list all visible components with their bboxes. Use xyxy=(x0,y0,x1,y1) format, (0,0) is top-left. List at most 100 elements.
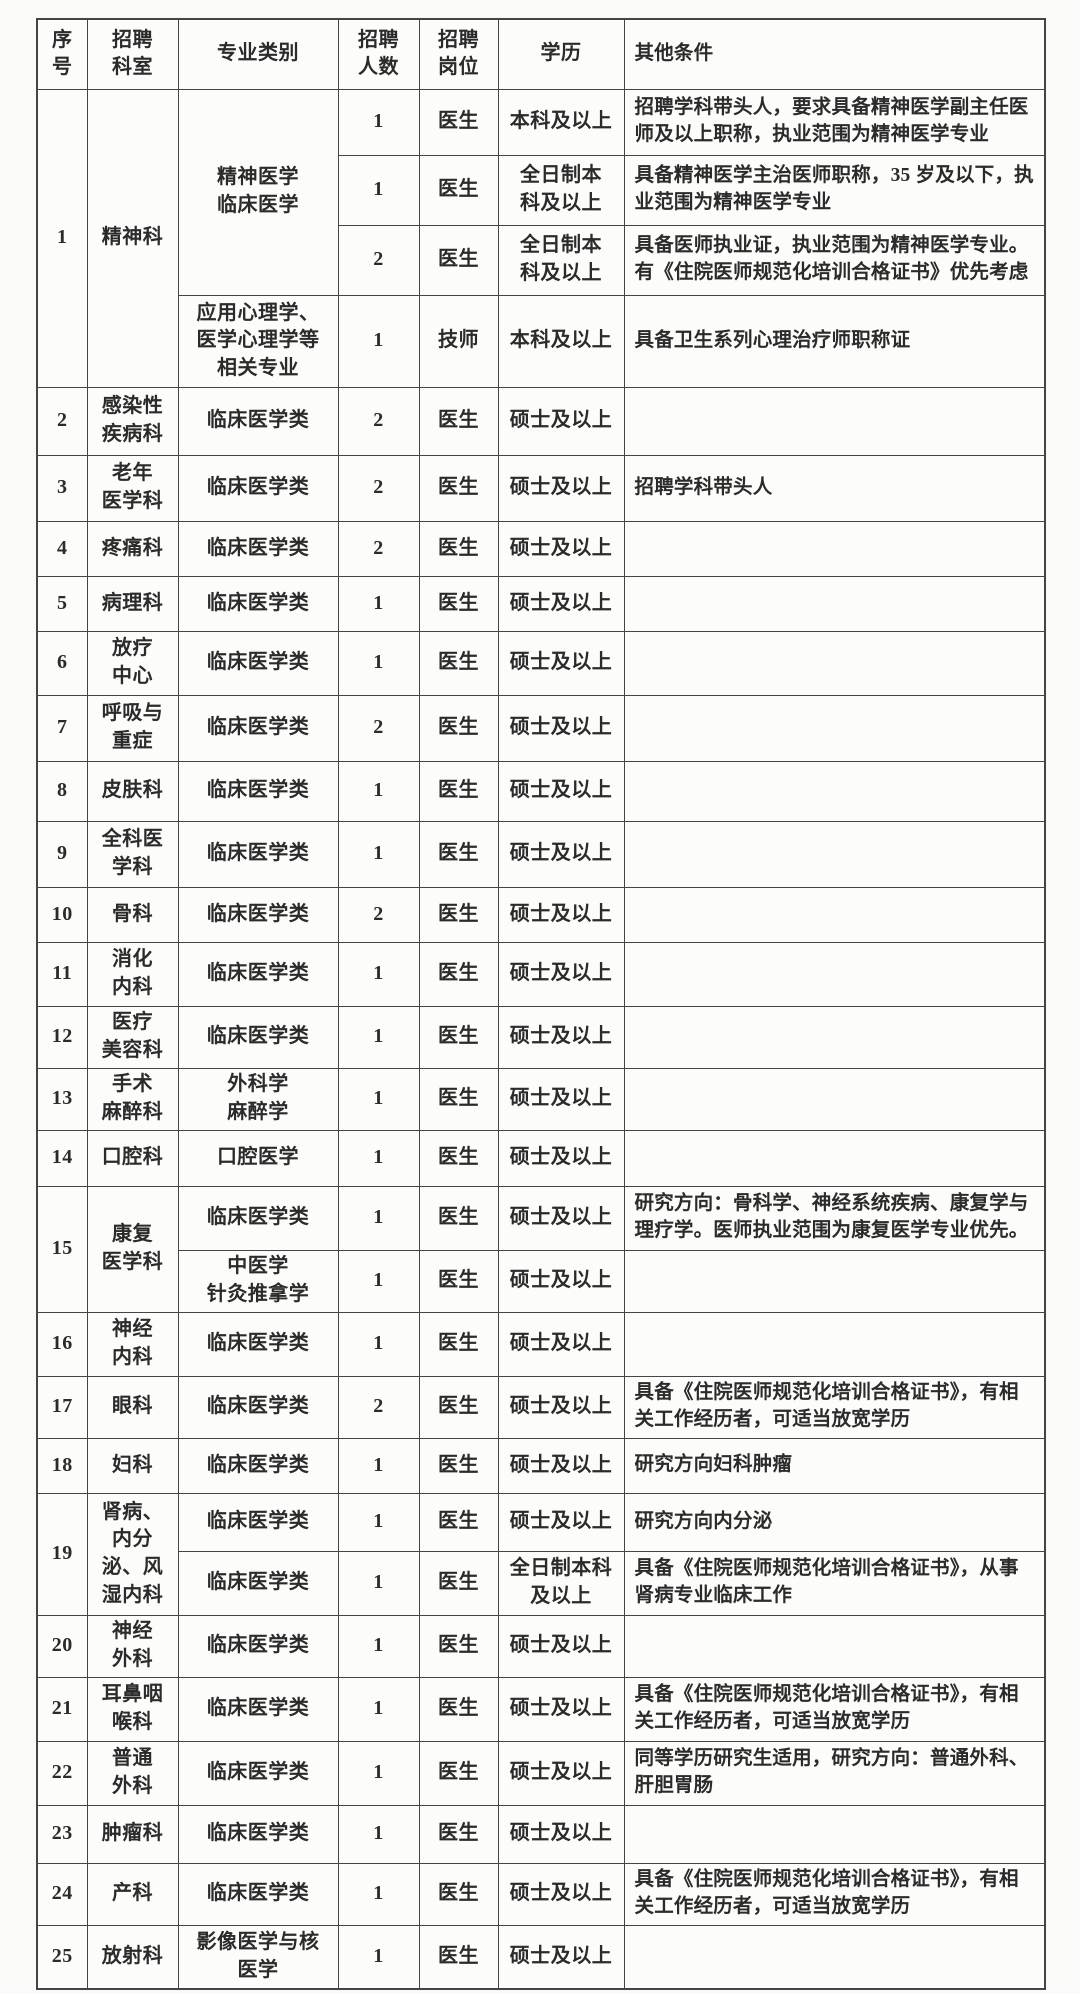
cell-seq: 16 xyxy=(36,1311,88,1377)
cell-cond xyxy=(623,694,1046,762)
cell-edu: 硕士及以上 xyxy=(497,941,625,1007)
cell-dept: 放射科 xyxy=(86,1924,179,1990)
cell-cond: 具备卫生系列心理治疗师职称证 xyxy=(623,294,1046,388)
cell-post: 医生 xyxy=(418,1550,499,1616)
cell-post: 医生 xyxy=(418,1005,499,1069)
cell-count: 1 xyxy=(337,820,420,888)
cell-dept: 精神科 xyxy=(86,88,179,388)
cell-count: 2 xyxy=(337,224,420,296)
cell-cond: 招聘学科带头人 xyxy=(623,454,1046,522)
cell-post: 医生 xyxy=(418,630,499,696)
table-header: 序 号 招聘 科室 专业类别 招聘 人数 招聘 岗位 学历 其他条件 xyxy=(36,18,1046,90)
cell-cond xyxy=(623,386,1046,456)
cell-post: 医生 xyxy=(418,88,499,156)
cell-seq: 5 xyxy=(36,575,88,632)
cell-dept: 消化 内科 xyxy=(86,941,179,1007)
cell-cond: 具备《住院医师规范化培训合格证书》，从事肾病专业临床工作 xyxy=(623,1550,1046,1616)
table-row: 8 皮肤科 临床医学类 1 医生 硕士及以上 xyxy=(36,760,1046,822)
cell-post: 医生 xyxy=(418,1804,499,1864)
table-row: 17 眼科 临床医学类 2 医生 硕士及以上 具备《住院医师规范化培训合格证书》，有相关工作… xyxy=(36,1375,1046,1439)
table-row: 14 口腔科 口腔医学 1 医生 硕士及以上 xyxy=(36,1129,1046,1187)
header-dept: 招聘 科室 xyxy=(86,18,179,90)
cell-seq: 15 xyxy=(36,1185,88,1313)
cell-major: 临床医学类 xyxy=(177,1437,339,1494)
cell-count: 2 xyxy=(337,520,420,577)
cell-major: 临床医学类 xyxy=(177,386,339,456)
header-row: 序 号 招聘 科室 专业类别 招聘 人数 招聘 岗位 学历 其他条件 xyxy=(36,18,1046,90)
cell-cond xyxy=(623,1067,1046,1131)
cell-edu: 硕士及以上 xyxy=(497,1185,625,1251)
cell-edu: 硕士及以上 xyxy=(497,386,625,456)
cell-major: 临床医学类 xyxy=(177,1676,339,1742)
cell-dept: 产科 xyxy=(86,1862,179,1926)
cell-dept: 普通 外科 xyxy=(86,1740,179,1806)
table-row: 19 肾病、 内分 泌、风 湿内科 临床医学类 1 医生 硕士及以上 研究方向内分泌 xyxy=(36,1492,1046,1616)
cell-count: 1 xyxy=(337,1311,420,1377)
cell-edu: 硕士及以上 xyxy=(497,760,625,822)
cell-count: 2 xyxy=(337,454,420,522)
cell-post: 医生 xyxy=(418,1862,499,1926)
cell-major: 中医学 针灸推拿学 xyxy=(177,1249,339,1313)
cell-cond: 招聘学科带头人，要求具备精神医学副主任医师及以上职称，执业范围为精神医学专业 xyxy=(623,88,1046,156)
cell-edu: 本科及以上 xyxy=(497,294,625,388)
cell-seq: 22 xyxy=(36,1740,88,1806)
cell-count: 2 xyxy=(337,694,420,762)
cell-post: 医生 xyxy=(418,1311,499,1377)
cell-edu: 硕士及以上 xyxy=(497,454,625,522)
cell-edu: 硕士及以上 xyxy=(497,694,625,762)
cell-count: 1 xyxy=(337,1862,420,1926)
cell-cond xyxy=(623,820,1046,888)
cell-count: 1 xyxy=(337,1614,420,1678)
cell-major: 临床医学类 xyxy=(177,1375,339,1439)
cell-major: 临床医学类 xyxy=(177,941,339,1007)
cell-major: 临床医学类 xyxy=(177,1492,339,1552)
table-row: 临床医学类 1 医生 全日制本科 及以上 具备《住院医师规范化培训合格证书》，从事肾病专… xyxy=(37,1550,1046,1616)
table-row: 3 老年 医学科 临床医学类 2 医生 硕士及以上 招聘学科带头人 xyxy=(36,454,1046,522)
cell-edu: 硕士及以上 xyxy=(497,1614,625,1678)
cell-dept: 病理科 xyxy=(86,575,179,632)
cell-count: 2 xyxy=(337,1375,420,1439)
cell-post: 医生 xyxy=(418,1614,499,1678)
cell-count: 2 xyxy=(337,886,420,943)
cell-edu: 硕士及以上 xyxy=(497,1311,625,1377)
cell-seq: 23 xyxy=(36,1804,88,1864)
cell-major: 临床医学类 xyxy=(177,1614,339,1678)
table-row: 4 疼痛科 临床医学类 2 医生 硕士及以上 xyxy=(36,520,1046,577)
cell-dept: 皮肤科 xyxy=(86,760,179,822)
cell-seq: 2 xyxy=(36,386,88,456)
cell-major: 临床医学类 xyxy=(177,1311,339,1377)
table-row: 5 病理科 临床医学类 1 医生 硕士及以上 xyxy=(36,575,1046,632)
cell-major: 临床医学类 xyxy=(177,630,339,696)
cell-dept: 呼吸与 重症 xyxy=(86,694,179,762)
cell-post: 医生 xyxy=(418,224,499,296)
cell-count: 1 xyxy=(337,1067,420,1131)
table-row: 24 产科 临床医学类 1 医生 硕士及以上 具备《住院医师规范化培训合格证书》，有相关工作… xyxy=(36,1862,1046,1926)
cell-seq: 8 xyxy=(36,760,88,822)
table-row: 9 全科医 学科 临床医学类 1 医生 硕士及以上 xyxy=(36,820,1046,888)
cell-seq: 7 xyxy=(36,694,88,762)
cell-post: 医生 xyxy=(418,941,499,1007)
cell-post: 医生 xyxy=(418,520,499,577)
table-row: 11 消化 内科 临床医学类 1 医生 硕士及以上 xyxy=(36,941,1046,1007)
cell-count: 1 xyxy=(337,294,420,388)
cell-major: 应用心理学、 医学心理学等 相关专业 xyxy=(177,294,339,388)
cell-dept: 放疗 中心 xyxy=(86,630,179,696)
table-row: 20 神经 外科 临床医学类 1 医生 硕士及以上 xyxy=(36,1614,1046,1678)
cell-seq: 4 xyxy=(36,520,88,577)
cell-post: 技师 xyxy=(418,294,499,388)
cell-edu: 硕士及以上 xyxy=(497,630,625,696)
cell-edu: 硕士及以上 xyxy=(497,1249,625,1313)
cell-cond xyxy=(623,575,1046,632)
cell-seq: 24 xyxy=(36,1862,88,1926)
cell-cond xyxy=(623,520,1046,577)
cell-cond: 具备《住院医师规范化培训合格证书》，有相关工作经历者，可适当放宽学历 xyxy=(623,1862,1046,1926)
cell-cond: 具备精神医学主治医师职称，35 岁及以下，执业范围为精神医学专业 xyxy=(623,154,1046,226)
cell-cond xyxy=(623,1614,1046,1678)
cell-dept: 医疗 美容科 xyxy=(86,1005,179,1069)
cell-count: 1 xyxy=(337,1804,420,1864)
cell-major: 外科学 麻醉学 xyxy=(177,1067,339,1131)
cell-count: 1 xyxy=(337,1676,420,1742)
cell-cond xyxy=(623,1924,1046,1990)
cell-edu: 硕士及以上 xyxy=(497,1924,625,1990)
cell-major: 精神医学 临床医学 xyxy=(177,88,339,296)
